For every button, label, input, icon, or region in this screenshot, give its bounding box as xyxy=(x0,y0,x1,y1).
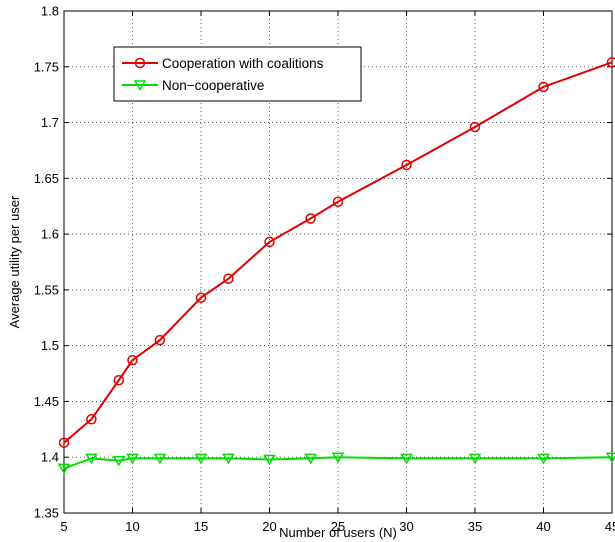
y-tick-label: 1.75 xyxy=(34,59,59,74)
data-point-circle xyxy=(606,57,615,68)
legend: Cooperation with coalitions Non−cooperati… xyxy=(113,46,362,102)
y-tick-label: 1.35 xyxy=(34,506,59,521)
data-point-circle xyxy=(264,236,275,248)
y-tick-label: 1.5 xyxy=(41,338,59,353)
data-point-triangle xyxy=(331,452,345,464)
legend-label: Cooperation with coalitions xyxy=(162,56,324,71)
x-axis-title: Number of users (N) xyxy=(279,525,397,540)
y-tick-label: 1.4 xyxy=(41,450,59,465)
x-tick-label: 45 xyxy=(605,519,615,534)
y-tick-label: 1.65 xyxy=(34,171,59,186)
data-point-circle xyxy=(127,354,138,366)
grid xyxy=(64,11,612,513)
legend-box xyxy=(113,46,362,102)
data-point-triangle xyxy=(57,463,71,475)
data-point-triangle xyxy=(194,453,208,465)
data-point-circle xyxy=(134,57,146,69)
x-tick-label: 35 xyxy=(468,519,482,534)
data-point-triangle xyxy=(468,453,482,465)
data-point-circle xyxy=(401,159,412,171)
data-point-circle xyxy=(113,374,125,386)
data-point-triangle xyxy=(537,453,550,465)
data-point-circle xyxy=(538,81,549,93)
y-tick-label: 1.6 xyxy=(41,227,59,242)
data-point-triangle xyxy=(126,453,139,465)
data-point-circle xyxy=(332,196,344,208)
y-tick-label: 1.45 xyxy=(34,394,59,409)
x-tick-label: 30 xyxy=(399,519,413,534)
data-point-circle xyxy=(223,273,234,284)
legend-entry: Non−cooperative xyxy=(122,78,264,93)
y-tick-label: 1.8 xyxy=(41,4,59,19)
axis-ticks: 5 10 15 20 25 30 35 40 45 1.35 1.4 1.45 1.5 1.55 1.6 1.… xyxy=(34,4,615,535)
x-tick-label: 40 xyxy=(536,519,550,534)
data-point-triangle xyxy=(400,453,413,465)
x-tick-label: 15 xyxy=(194,519,208,534)
data-point-triangle xyxy=(85,453,98,465)
data-point-circle xyxy=(154,334,166,346)
data-point-circle xyxy=(86,414,97,425)
data-point-circle xyxy=(305,213,316,224)
data-point-triangle xyxy=(133,80,147,91)
x-tick-label: 20 xyxy=(262,519,276,534)
data-point-circle xyxy=(58,437,70,448)
data-point-triangle xyxy=(222,453,235,465)
x-tick-label: 25 xyxy=(331,519,345,534)
data-point-circle xyxy=(469,121,481,133)
data-point-circle xyxy=(195,292,207,303)
series-non-cooperative xyxy=(57,452,615,475)
series-cooperation xyxy=(58,57,615,448)
data-point-triangle xyxy=(304,453,317,465)
data-point-triangle xyxy=(112,455,126,467)
y-tick-label: 1.7 xyxy=(41,115,59,130)
y-axis-title: Average utility per user xyxy=(7,195,22,328)
x-tick-label: 5 xyxy=(60,519,67,534)
series-layer xyxy=(57,57,615,475)
legend-label: Non−cooperative xyxy=(162,78,264,93)
data-point-triangle xyxy=(153,453,167,465)
data-point-triangle xyxy=(263,454,276,466)
y-tick-label: 1.55 xyxy=(34,282,59,297)
legend-entry: Cooperation with coalitions xyxy=(122,56,324,71)
x-tick-label: 10 xyxy=(125,519,139,534)
